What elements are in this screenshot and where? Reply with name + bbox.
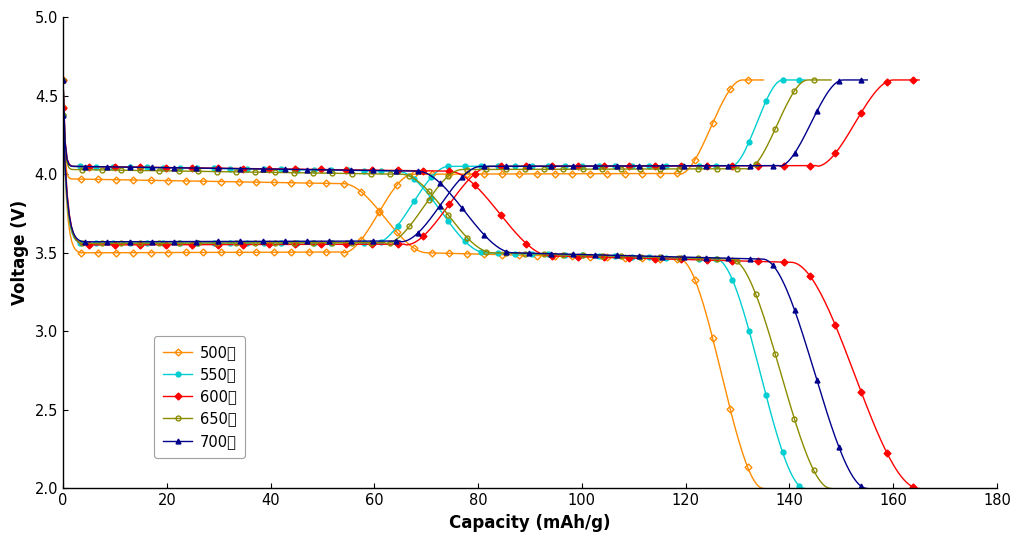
700도 xyxy=(839,77,851,83)
550도 xyxy=(300,239,313,246)
500도 xyxy=(564,171,576,177)
500도 xyxy=(500,171,512,177)
650도 xyxy=(57,111,69,118)
650도 xyxy=(77,240,89,247)
600도 xyxy=(682,163,694,169)
650도 xyxy=(617,166,630,172)
700도 xyxy=(321,238,333,244)
700도 xyxy=(862,77,874,83)
550도 xyxy=(57,111,69,118)
650도 xyxy=(309,239,321,246)
Line: 700도: 700도 xyxy=(60,78,870,244)
Y-axis label: Voltage (V): Voltage (V) xyxy=(11,200,29,305)
700도 xyxy=(644,163,656,169)
Line: 600도: 600도 xyxy=(60,78,922,248)
700도 xyxy=(565,163,577,169)
700도 xyxy=(640,163,652,169)
500도 xyxy=(738,77,750,83)
Line: 500도: 500도 xyxy=(60,78,765,255)
600도 xyxy=(889,77,901,83)
700도 xyxy=(155,238,168,245)
Line: 550도: 550도 xyxy=(60,78,807,246)
600도 xyxy=(162,242,175,248)
700도 xyxy=(377,238,389,244)
650도 xyxy=(363,239,375,246)
650도 xyxy=(825,77,837,83)
500도 xyxy=(568,171,580,177)
650도 xyxy=(803,77,816,83)
550도 xyxy=(148,240,160,247)
Legend: 500도, 550도, 600도, 650도, 700도: 500도, 550도, 600도, 650도, 700도 xyxy=(154,336,245,458)
600도 xyxy=(79,242,91,248)
650도 xyxy=(613,166,625,172)
Line: 650도: 650도 xyxy=(60,78,833,246)
550도 xyxy=(525,163,538,169)
X-axis label: Capacity (mAh/g): Capacity (mAh/g) xyxy=(450,514,611,532)
600도 xyxy=(338,241,351,248)
550도 xyxy=(76,240,88,247)
500도 xyxy=(336,249,349,255)
550도 xyxy=(799,77,811,83)
650도 xyxy=(542,166,554,173)
600도 xyxy=(677,163,689,169)
550도 xyxy=(595,163,607,169)
500도 xyxy=(287,249,299,255)
550도 xyxy=(779,77,791,83)
700도 xyxy=(57,111,69,118)
600도 xyxy=(913,77,925,83)
600도 xyxy=(57,105,69,111)
500도 xyxy=(75,250,87,256)
600도 xyxy=(598,163,610,169)
700도 xyxy=(77,238,89,245)
550도 xyxy=(353,239,365,246)
500도 xyxy=(143,249,155,256)
500도 xyxy=(57,103,69,110)
600도 xyxy=(398,241,410,248)
550도 xyxy=(598,163,610,169)
500도 xyxy=(757,77,770,83)
650도 xyxy=(151,240,164,247)
